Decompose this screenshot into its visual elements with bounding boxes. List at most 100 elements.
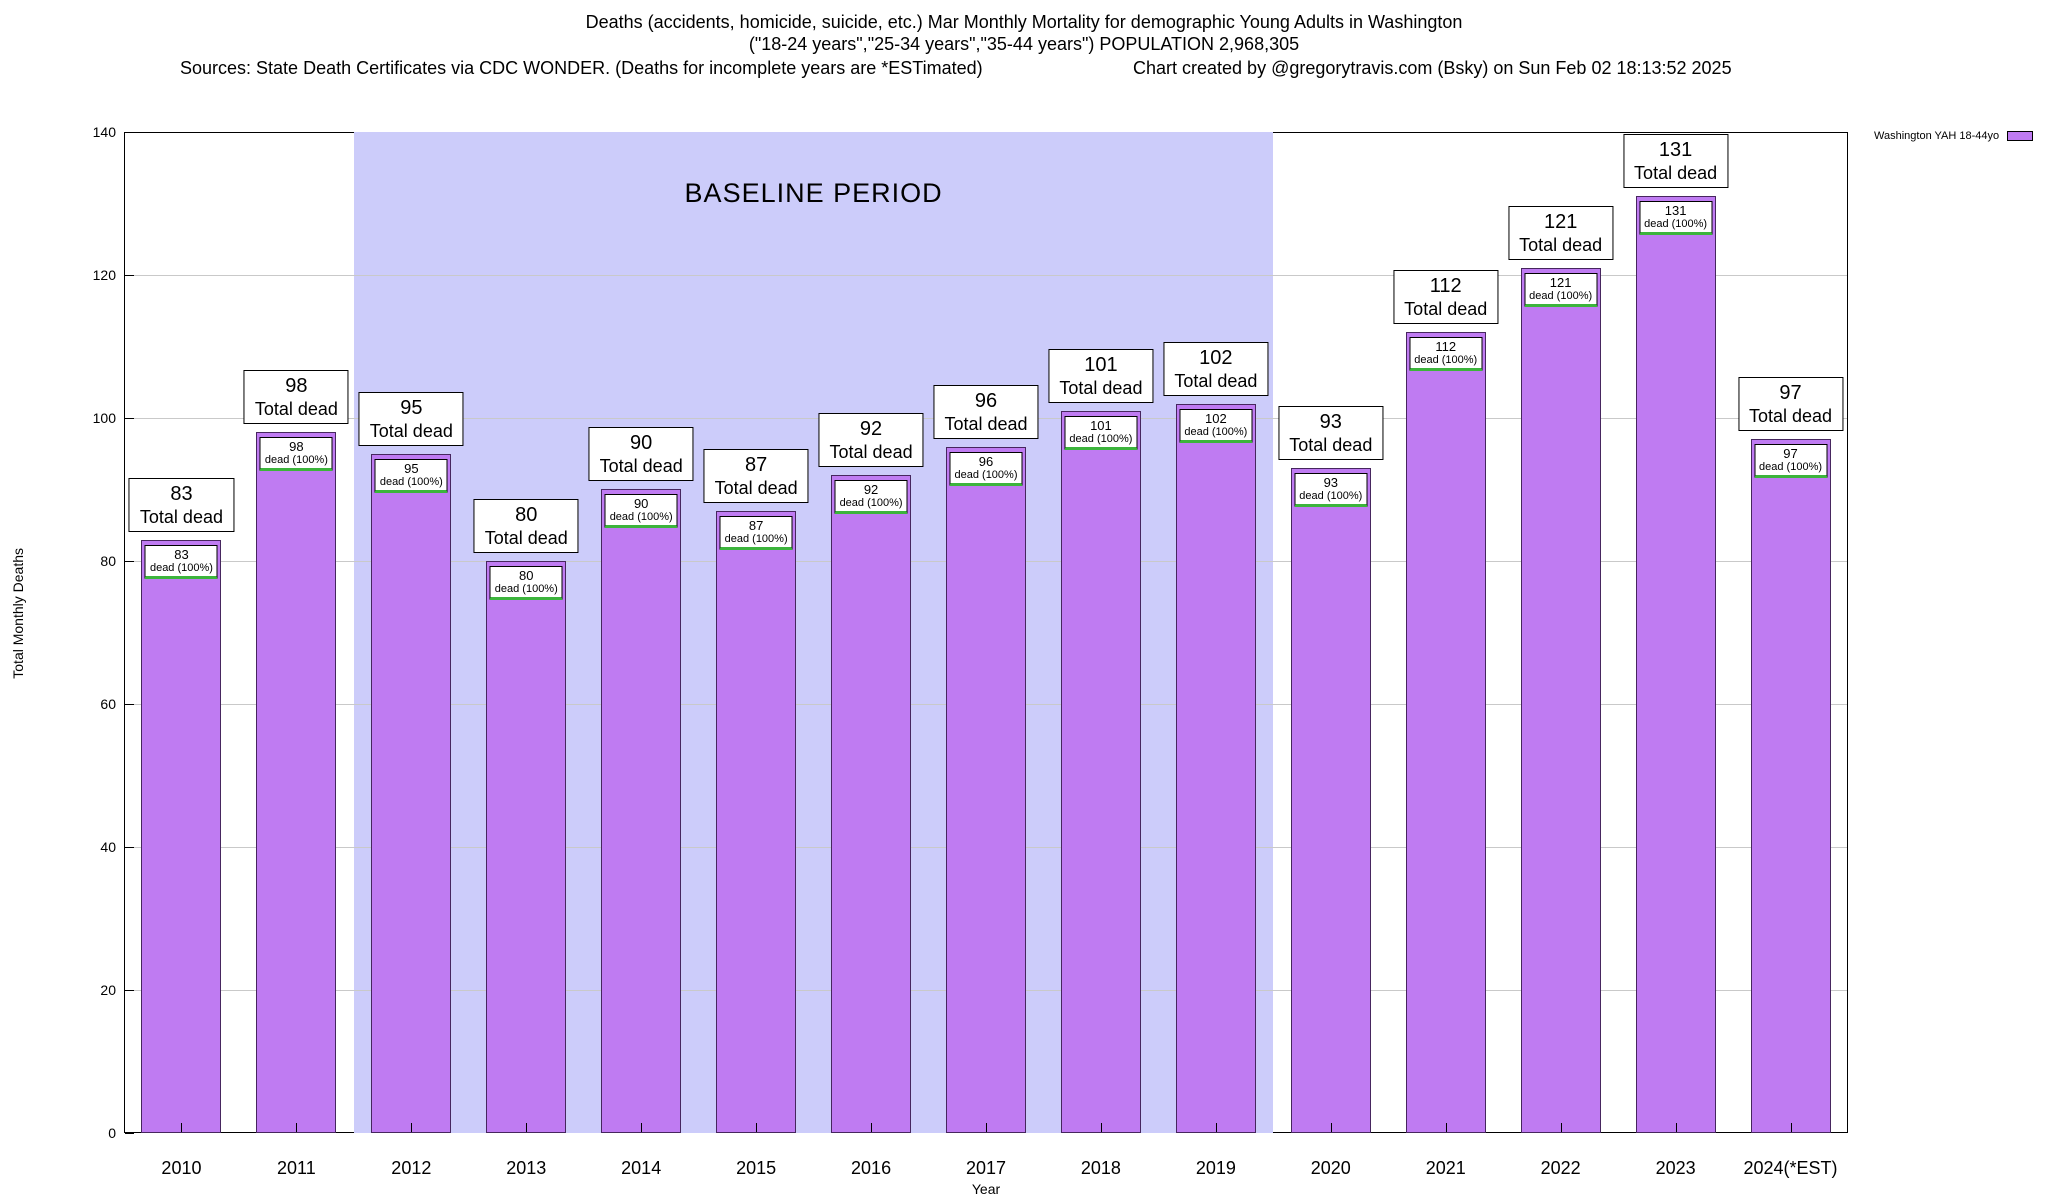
- y-axis-title: Total Monthly Deaths: [10, 548, 26, 679]
- y-tick-label: 60: [100, 696, 116, 712]
- x-tick: [1561, 1123, 1562, 1132]
- x-tick-label: 2017: [965, 1158, 1007, 1178]
- y-tick-label: 100: [92, 410, 116, 426]
- bar-inner-label: 80 dead (100%): [489, 566, 563, 600]
- chart-credit: Chart created by @gregorytravis.com (Bsk…: [1133, 58, 1732, 78]
- y-tick-label: 80: [100, 553, 116, 569]
- y-tick: [125, 275, 134, 276]
- x-tick-label: 2018: [1080, 1158, 1121, 1178]
- bar: [601, 489, 681, 1133]
- legend-swatch-icon: [2007, 131, 2034, 141]
- bar: [1291, 468, 1371, 1133]
- x-tick-label: 2021: [1425, 1158, 1466, 1178]
- x-tick: [756, 1123, 757, 1132]
- x-tick-label: 2024(*EST): [1743, 1158, 1838, 1178]
- y-tick: [125, 990, 134, 991]
- bar-inner-label: 96 dead (100%): [949, 452, 1023, 486]
- bar-inner-label: 98 dead (100%): [259, 437, 333, 471]
- bar-inner-label: 121 dead (100%): [1524, 273, 1598, 307]
- bar-total-label: 97 Total dead: [1737, 377, 1844, 431]
- x-tick: [1331, 1123, 1332, 1132]
- x-tick: [1791, 1123, 1792, 1132]
- y-tick: [125, 1133, 134, 1134]
- bar: [831, 475, 911, 1133]
- bar-total-label: 131 Total dead: [1623, 134, 1729, 188]
- x-tick: [1101, 1123, 1102, 1132]
- y-tick-label: 140: [92, 124, 116, 140]
- bar-total-label: 90 Total dead: [588, 427, 694, 481]
- bar-inner-label: 90 dead (100%): [604, 494, 678, 528]
- x-tick-label: 2022: [1540, 1158, 1581, 1178]
- y-tick: [125, 418, 134, 419]
- x-tick: [526, 1123, 527, 1132]
- bar-total-label: 87 Total dead: [703, 449, 809, 503]
- bar: [1521, 268, 1601, 1133]
- bar-total-label: 102 Total dead: [1163, 342, 1269, 396]
- bar-total-label: 101 Total dead: [1048, 349, 1154, 403]
- legend: Washington YAH 18-44yo: [1874, 130, 2034, 142]
- x-tick: [296, 1123, 297, 1132]
- bar-inner-label: 97 dead (100%): [1754, 444, 1828, 478]
- x-tick: [986, 1123, 987, 1132]
- bar: [716, 511, 796, 1133]
- chart-sources: Sources: State Death Certificates via CD…: [180, 58, 983, 78]
- bar-inner-label: 131 dead (100%): [1639, 201, 1713, 235]
- x-tick: [1446, 1123, 1447, 1132]
- bar: [1061, 411, 1141, 1133]
- bar: [1751, 439, 1831, 1133]
- y-tick-label: 120: [92, 267, 116, 283]
- x-tick-label: 2010: [161, 1158, 202, 1178]
- x-tick-label: 2023: [1655, 1158, 1696, 1178]
- legend-label: Washington YAH 18-44yo: [1874, 130, 2000, 142]
- chart-subtitle: ("18-24 years","25-34 years","35-44 year…: [748, 34, 1300, 54]
- bar-inner-label: 92 dead (100%): [834, 480, 908, 514]
- bar: [1636, 196, 1716, 1133]
- bar-total-label: 92 Total dead: [818, 413, 924, 467]
- bar: [486, 561, 566, 1133]
- y-tick: [125, 704, 134, 705]
- bar-total-label: 112 Total dead: [1393, 270, 1499, 324]
- bar: [256, 432, 336, 1133]
- bar: [946, 447, 1026, 1133]
- x-tick: [411, 1123, 412, 1132]
- bar: [371, 454, 451, 1133]
- baseline-period-label: BASELINE PERIOD: [684, 178, 943, 208]
- x-axis-title: Year: [971, 1181, 1001, 1197]
- bar-total-label: 80 Total dead: [473, 499, 579, 553]
- x-tick-label: 2016: [851, 1158, 892, 1178]
- y-tick-label: 0: [108, 1125, 116, 1141]
- x-tick-label: 2019: [1195, 1158, 1236, 1178]
- bar-total-label: 83 Total dead: [128, 478, 234, 532]
- y-tick: [125, 561, 134, 562]
- x-tick: [871, 1123, 872, 1132]
- bar-total-label: 93 Total dead: [1278, 406, 1384, 460]
- x-tick-label: 2015: [736, 1158, 777, 1178]
- bar: [1406, 332, 1486, 1133]
- bar-inner-label: 93 dead (100%): [1294, 473, 1368, 507]
- x-tick-label: 2011: [277, 1158, 316, 1178]
- bar-total-label: 98 Total dead: [243, 370, 349, 424]
- x-tick-label: 2013: [506, 1158, 547, 1178]
- x-tick-label: 2020: [1310, 1158, 1351, 1178]
- bar-total-label: 121 Total dead: [1508, 206, 1614, 260]
- x-tick-label: 2012: [391, 1158, 432, 1178]
- bar-inner-label: 101 dead (100%): [1064, 416, 1138, 450]
- bar-inner-label: 95 dead (100%): [374, 459, 448, 493]
- y-tick: [125, 847, 134, 848]
- x-tick: [641, 1123, 642, 1132]
- x-tick: [1216, 1123, 1217, 1132]
- chart-title: Deaths (accidents, homicide, suicide, et…: [585, 12, 1463, 32]
- x-tick: [1676, 1123, 1677, 1132]
- bar-total-label: 95 Total dead: [358, 392, 464, 446]
- x-tick: [181, 1123, 182, 1132]
- y-tick-label: 40: [100, 839, 116, 855]
- bar-inner-label: 83 dead (100%): [144, 545, 218, 579]
- y-tick: [125, 132, 134, 133]
- y-tick-label: 20: [100, 982, 116, 998]
- gridline: [125, 275, 1847, 276]
- bar-inner-label: 87 dead (100%): [719, 516, 793, 550]
- bar-total-label: 96 Total dead: [933, 385, 1039, 439]
- bar-inner-label: 102 dead (100%): [1179, 409, 1253, 443]
- bar-inner-label: 112 dead (100%): [1409, 337, 1483, 371]
